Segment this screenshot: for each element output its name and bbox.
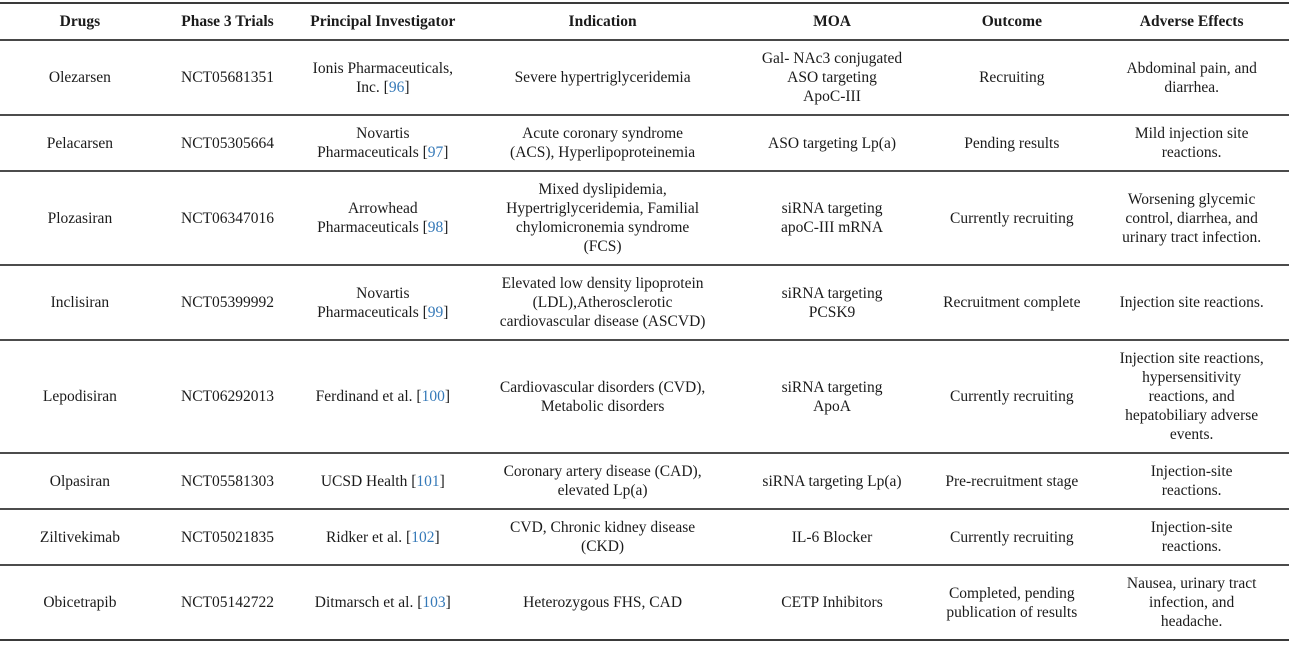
cell-investigator: Ionis Pharmaceuticals, Inc. [96]: [295, 40, 471, 116]
cell-trial-id: NCT05581303: [159, 453, 296, 510]
table-row: Plozasiran NCT06347016 Arrowhead Pharmac…: [0, 171, 1289, 266]
table-row: Ziltivekimab NCT05021835 Ridker et al. […: [0, 509, 1289, 566]
cell-moa: siRNA targeting apoC-III mRNA: [734, 171, 930, 266]
cell-outcome: Recruitment complete: [929, 265, 1095, 341]
cell-investigator: Ridker et al. [102]: [295, 509, 471, 566]
table-row: Olpasiran NCT05581303 UCSD Health [101] …: [0, 453, 1289, 510]
citation-number: 101: [416, 472, 440, 490]
cell-indication: Cardiovascular disorders (CVD), Metaboli…: [470, 340, 735, 454]
cell-moa: Gal- NAc3 conjugated ASO targeting ApoC-…: [734, 40, 930, 116]
cell-drug: Olezarsen: [0, 40, 160, 116]
citation-link[interactable]: [96]: [383, 78, 410, 96]
cell-investigator: Novartis Pharmaceuticals [99]: [295, 265, 471, 341]
cell-moa: siRNA targeting ApoA: [734, 340, 930, 454]
citation-number: 99: [427, 303, 444, 321]
citation-number: 102: [411, 528, 435, 546]
cell-indication: CVD, Chronic kidney disease (CKD): [470, 509, 735, 566]
cell-drug: Inclisiran: [0, 265, 160, 341]
cell-adverse-effects: Injection site reactions.: [1094, 265, 1289, 341]
cell-outcome: Currently recruiting: [929, 171, 1095, 266]
table-header-row: Drugs Phase 3 Trials Principal Investigato…: [0, 3, 1289, 41]
citation-link[interactable]: [101]: [411, 472, 445, 490]
citation-link[interactable]: [97]: [422, 144, 449, 161]
cell-adverse-effects: Injection-site reactions.: [1094, 509, 1289, 566]
citation-link[interactable]: [103]: [417, 594, 451, 611]
cell-trial-id: NCT06292013: [159, 340, 296, 454]
cell-indication: Elevated low density lipoprotein (LDL),A…: [470, 265, 735, 341]
cell-investigator: Ferdinand et al. [100]: [295, 340, 471, 454]
cell-outcome: Currently recruiting: [929, 340, 1095, 454]
citation-link[interactable]: [98]: [422, 219, 449, 236]
column-header-trial: Phase 3 Trials: [159, 3, 296, 41]
citation-number: 103: [422, 594, 446, 611]
table-row: Pelacarsen NCT05305664 Novartis Pharmace…: [0, 115, 1289, 172]
cell-outcome: Pending results: [929, 115, 1095, 172]
table-body: Olezarsen NCT05681351 Ionis Pharmaceutic…: [0, 40, 1289, 640]
cell-outcome: Recruiting: [929, 40, 1095, 116]
citation-link[interactable]: [100]: [416, 388, 450, 405]
cell-trial-id: NCT05681351: [159, 40, 296, 116]
column-header-indication: Indication: [470, 3, 735, 41]
citation-number: 98: [427, 219, 444, 236]
citation-link[interactable]: [99]: [422, 303, 449, 321]
cell-adverse-effects: Worsening glycemic control, diarrhea, an…: [1094, 171, 1289, 266]
cell-outcome: Currently recruiting: [929, 509, 1095, 566]
cell-outcome: Pre-recruitment stage: [929, 453, 1095, 510]
cell-trial-id: NCT05142722: [181, 594, 274, 611]
cell-trial-id: NCT05021835: [159, 509, 296, 566]
cell-investigator: Novartis Pharmaceuticals [97]: [295, 115, 471, 172]
cell-drug: Obicetrapib: [43, 594, 117, 611]
column-header-outcome: Outcome: [929, 3, 1095, 41]
cell-drug: Ziltivekimab: [0, 509, 160, 566]
cell-indication: Severe hypertriglyceridemia: [470, 40, 735, 116]
cell-trial-id: NCT05399992: [159, 265, 296, 341]
citation-number: 96: [388, 78, 405, 96]
cell-moa: siRNA targeting Lp(a): [734, 453, 930, 510]
table-row: Obicetrapib NCT05142722 Ditmarsch et al.…: [0, 565, 1289, 640]
cell-moa: ASO targeting Lp(a): [734, 115, 930, 172]
cell-drug: Pelacarsen: [0, 115, 160, 172]
cell-adverse-effects: Mild injection site reactions.: [1094, 115, 1289, 172]
cell-moa: CETP Inhibitors: [781, 594, 883, 611]
table-row: Inclisiran NCT05399992 Novartis Pharmace…: [0, 265, 1289, 341]
cell-adverse-effects: Abdominal pain, and diarrhea.: [1094, 40, 1289, 116]
cell-adverse-effects: Injection site reactions, hypersensitivi…: [1094, 340, 1289, 454]
cell-adverse-effects: Injection-site reactions.: [1094, 453, 1289, 510]
cell-drug: Olpasiran: [0, 453, 160, 510]
cell-indication: Acute coronary syndrome (ACS), Hyperlipo…: [470, 115, 735, 172]
table-row: Lepodisiran NCT06292013 Ferdinand et al.…: [0, 340, 1289, 454]
citation-number: 97: [427, 144, 444, 161]
cell-adverse-effects: Nausea, urinary tract infection, and hea…: [1126, 575, 1257, 630]
citation-link[interactable]: [102]: [406, 528, 440, 546]
table-row: Olezarsen NCT05681351 Ionis Pharmaceutic…: [0, 40, 1289, 116]
cell-investigator: Arrowhead Pharmaceuticals [98]: [295, 171, 471, 266]
cell-indication: Heterozygous FHS, CAD: [523, 594, 683, 611]
cell-trial-id: NCT06347016: [159, 171, 296, 266]
column-header-investigator: Principal Investigator: [295, 3, 471, 41]
citation-number: 100: [421, 388, 445, 405]
cell-drug: Plozasiran: [0, 171, 160, 266]
cell-moa: IL-6 Blocker: [734, 509, 930, 566]
cell-trial-id: NCT05305664: [159, 115, 296, 172]
column-header-moa: MOA: [734, 3, 930, 41]
cell-investigator: UCSD Health [101]: [295, 453, 471, 510]
cell-outcome: Completed, pending publication of result…: [946, 584, 1078, 621]
cell-drug: Lepodisiran: [0, 340, 160, 454]
cell-indication: Coronary artery disease (CAD), elevated …: [470, 453, 735, 510]
column-header-adverse: Adverse Effects: [1094, 3, 1289, 41]
column-header-drug: Drugs: [0, 3, 160, 41]
cell-moa: siRNA targeting PCSK9: [734, 265, 930, 341]
cell-indication: Mixed dyslipidemia, Hypertriglyceridemia…: [470, 171, 735, 266]
cell-investigator: Ditmarsch et al. [103]: [314, 594, 451, 611]
